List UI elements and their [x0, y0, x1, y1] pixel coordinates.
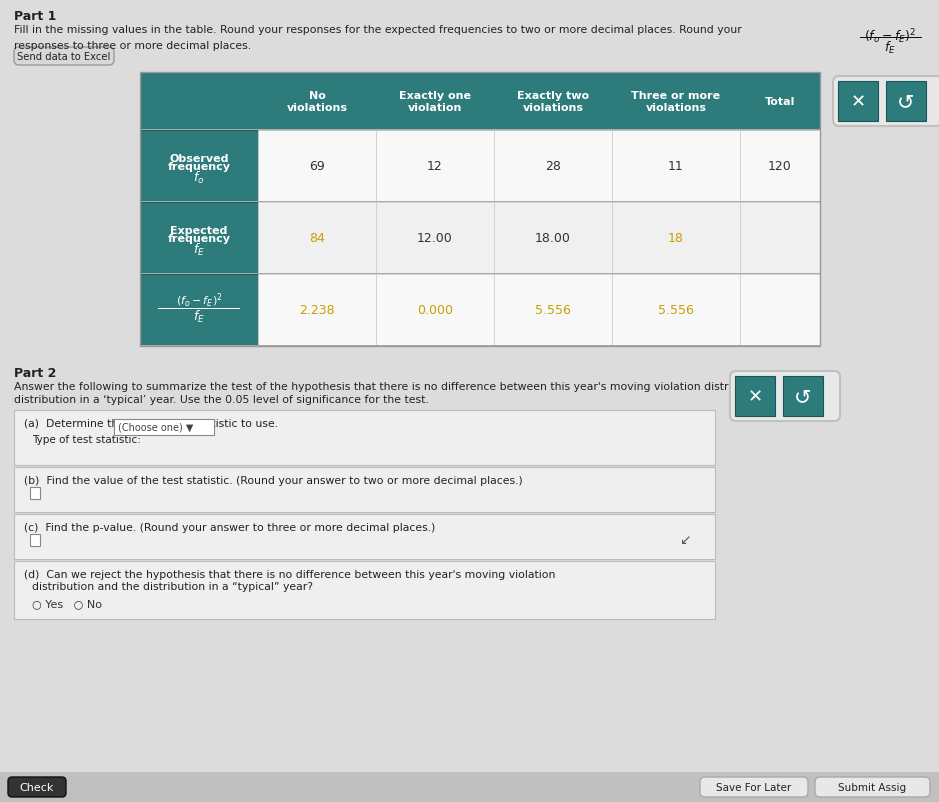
- Text: $(f_o-f_E)^2$: $(f_o-f_E)^2$: [864, 27, 916, 46]
- Text: $(f_o - f_E)^2$: $(f_o - f_E)^2$: [176, 292, 223, 310]
- Text: 11: 11: [669, 160, 684, 173]
- Text: (b)  Find the value of the test statistic. (Round your answer to two or more dec: (b) Find the value of the test statistic…: [24, 476, 523, 485]
- Bar: [735, 376, 775, 416]
- Text: distribution and the distribution in a “typical” year?: distribution and the distribution in a “…: [32, 581, 313, 591]
- FancyBboxPatch shape: [730, 371, 840, 422]
- Text: (c)  Find the p-value. (Round your answer to three or more decimal places.): (c) Find the p-value. (Round your answer…: [24, 522, 436, 533]
- Bar: [740, 203, 820, 274]
- Text: $f_E$: $f_E$: [884, 40, 896, 56]
- Text: distribution in a ‘typical’ year. Use the 0.05 level of significance for the tes: distribution in a ‘typical’ year. Use th…: [14, 395, 429, 404]
- Text: 5.556: 5.556: [535, 304, 571, 317]
- Bar: [612, 203, 740, 274]
- Bar: [114, 419, 214, 435]
- Text: Fill in the missing values in the table. Round your responses for the expected f: Fill in the missing values in the table.…: [14, 25, 742, 35]
- Bar: [140, 131, 258, 203]
- Bar: [30, 488, 40, 500]
- Text: Exactly one
violation: Exactly one violation: [399, 91, 471, 112]
- Bar: [886, 82, 926, 122]
- FancyBboxPatch shape: [815, 777, 930, 797]
- Text: 12.00: 12.00: [417, 233, 453, 245]
- Bar: [14, 561, 715, 619]
- FancyBboxPatch shape: [700, 777, 808, 797]
- Text: Submit Assig: Submit Assig: [838, 782, 906, 792]
- Text: (Choose one) ▼: (Choose one) ▼: [118, 423, 193, 432]
- Bar: [740, 131, 820, 203]
- Bar: [14, 411, 715, 465]
- Text: Total: Total: [764, 97, 795, 107]
- Bar: [838, 82, 878, 122]
- Bar: [30, 534, 40, 546]
- Text: 28: 28: [545, 160, 561, 173]
- Text: Save For Later: Save For Later: [716, 782, 792, 792]
- Text: $f_E$: $f_E$: [193, 309, 205, 325]
- Bar: [740, 274, 820, 346]
- Text: Three or more
violations: Three or more violations: [631, 91, 720, 112]
- Text: Send data to Excel: Send data to Excel: [17, 52, 111, 62]
- Bar: [258, 203, 376, 274]
- Bar: [258, 274, 376, 346]
- Bar: [14, 468, 715, 512]
- Bar: [494, 203, 612, 274]
- Bar: [258, 131, 376, 203]
- Text: 69: 69: [309, 160, 325, 173]
- Bar: [140, 73, 820, 131]
- Bar: [783, 376, 823, 416]
- Text: frequency: frequency: [167, 162, 230, 172]
- Text: Exactly two
violations: Exactly two violations: [517, 91, 589, 112]
- Bar: [0, 772, 939, 802]
- Bar: [158, 309, 240, 310]
- Text: 18.00: 18.00: [535, 233, 571, 245]
- Text: 12: 12: [427, 160, 443, 173]
- Text: responses to three or more decimal places.: responses to three or more decimal place…: [14, 41, 251, 51]
- Bar: [860, 38, 922, 39]
- Text: $f_o$: $f_o$: [193, 170, 205, 186]
- Bar: [612, 131, 740, 203]
- Bar: [140, 130, 820, 131]
- Text: Part 2: Part 2: [14, 367, 56, 379]
- Text: ○ Yes   ○ No: ○ Yes ○ No: [32, 598, 102, 608]
- Text: 120: 120: [768, 160, 792, 173]
- Bar: [612, 274, 740, 346]
- Bar: [494, 131, 612, 203]
- Bar: [140, 274, 258, 346]
- Text: Check: Check: [20, 782, 54, 792]
- Bar: [494, 274, 612, 346]
- Text: ↙: ↙: [679, 533, 691, 546]
- Text: (d)  Can we reject the hypothesis that there is no difference between this year': (d) Can we reject the hypothesis that th…: [24, 569, 555, 579]
- Text: Observed: Observed: [169, 154, 229, 164]
- Bar: [140, 73, 820, 346]
- Text: Expected: Expected: [170, 225, 227, 236]
- Text: (a)  Determine the type of test statistic to use.: (a) Determine the type of test statistic…: [24, 419, 278, 428]
- Bar: [140, 203, 258, 274]
- FancyBboxPatch shape: [8, 777, 66, 797]
- Text: 84: 84: [309, 233, 325, 245]
- Bar: [376, 274, 494, 346]
- Text: frequency: frequency: [167, 233, 230, 244]
- Text: ↺: ↺: [794, 387, 811, 407]
- FancyBboxPatch shape: [14, 48, 114, 66]
- Bar: [376, 131, 494, 203]
- Text: ✕: ✕: [747, 387, 762, 406]
- Text: Answer the following to summarize the test of the hypothesis that there is no di: Answer the following to summarize the te…: [14, 382, 811, 391]
- Text: No
violations: No violations: [286, 91, 347, 112]
- Text: ↺: ↺: [898, 92, 915, 111]
- Text: 5.556: 5.556: [658, 304, 694, 317]
- Text: Part 1: Part 1: [14, 10, 56, 23]
- Text: 18: 18: [668, 233, 684, 245]
- Text: $f_E$: $f_E$: [193, 241, 205, 257]
- Text: 0.000: 0.000: [417, 304, 453, 317]
- Bar: [140, 273, 820, 274]
- Bar: [140, 202, 820, 203]
- Bar: [14, 514, 715, 559]
- Bar: [376, 203, 494, 274]
- FancyBboxPatch shape: [833, 77, 939, 127]
- Text: 2.238: 2.238: [300, 304, 335, 317]
- Text: Type of test statistic:: Type of test statistic:: [32, 435, 141, 444]
- Text: ✕: ✕: [851, 93, 866, 111]
